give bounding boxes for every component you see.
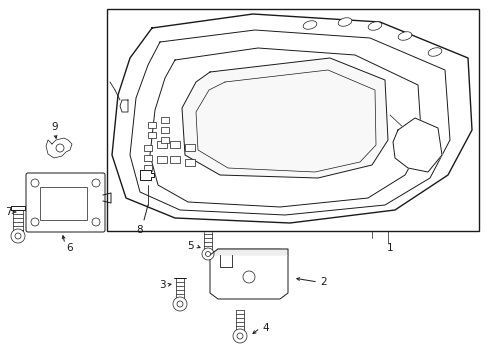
Circle shape <box>237 333 243 339</box>
Text: 1: 1 <box>387 243 393 253</box>
Text: 6: 6 <box>67 243 74 253</box>
Bar <box>144 165 152 171</box>
Circle shape <box>205 252 211 256</box>
Circle shape <box>15 233 21 239</box>
Circle shape <box>233 329 247 343</box>
Ellipse shape <box>398 32 412 40</box>
Bar <box>40 187 87 220</box>
Text: 9: 9 <box>51 122 58 132</box>
Circle shape <box>56 144 64 152</box>
Polygon shape <box>393 118 442 172</box>
Bar <box>144 155 152 161</box>
Bar <box>161 127 169 133</box>
Ellipse shape <box>338 18 352 26</box>
Text: 7: 7 <box>5 207 11 217</box>
Circle shape <box>92 179 100 187</box>
Ellipse shape <box>428 48 442 56</box>
Bar <box>157 141 167 148</box>
Bar <box>148 132 156 138</box>
Text: 2: 2 <box>320 277 327 287</box>
Bar <box>144 145 152 151</box>
Circle shape <box>202 248 214 260</box>
Circle shape <box>11 229 25 243</box>
Bar <box>161 137 169 143</box>
Polygon shape <box>120 100 128 112</box>
Bar <box>170 141 180 148</box>
Polygon shape <box>210 249 288 299</box>
Bar <box>157 156 167 163</box>
Ellipse shape <box>303 21 317 29</box>
Polygon shape <box>140 170 154 180</box>
Circle shape <box>243 271 255 283</box>
Text: 3: 3 <box>159 280 165 290</box>
Bar <box>161 117 169 123</box>
Polygon shape <box>182 58 388 178</box>
Bar <box>148 122 156 128</box>
Ellipse shape <box>368 22 382 30</box>
Polygon shape <box>112 14 472 223</box>
Circle shape <box>173 297 187 311</box>
Bar <box>185 159 195 166</box>
Bar <box>170 156 180 163</box>
Circle shape <box>31 179 39 187</box>
Bar <box>185 144 195 151</box>
Polygon shape <box>210 249 288 255</box>
Text: 4: 4 <box>262 323 269 333</box>
FancyBboxPatch shape <box>26 173 105 232</box>
Circle shape <box>177 301 183 307</box>
Bar <box>107 9 479 231</box>
Text: 5: 5 <box>187 241 194 251</box>
Circle shape <box>92 218 100 226</box>
Text: 8: 8 <box>137 225 143 235</box>
Polygon shape <box>46 138 72 158</box>
Circle shape <box>31 218 39 226</box>
